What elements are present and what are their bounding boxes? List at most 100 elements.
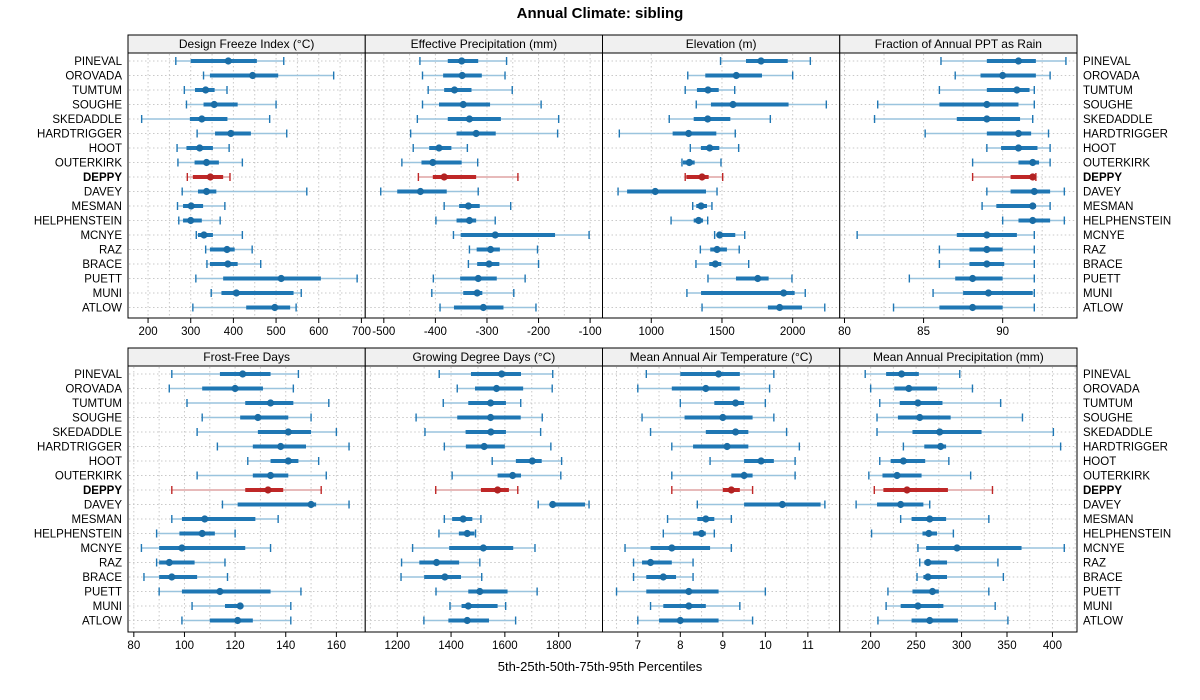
- x-tick-label: 90: [996, 326, 1009, 338]
- percentile-row-puett: [707, 274, 793, 283]
- percentile-row-tumtum: [679, 399, 767, 407]
- percentile-row-hoot: [689, 144, 740, 152]
- percentile-row-hoot: [491, 457, 563, 465]
- percentile-row-davey: [181, 187, 308, 196]
- panel-elevation-m: Elevation (m) 1000 1500 2000: [602, 34, 841, 338]
- site-label-right-skedaddle: SKEDADDLE: [1083, 114, 1153, 126]
- percentile-row-puett: [435, 587, 538, 596]
- site-label-left-puett: PUETT: [84, 587, 122, 599]
- percentile-row-davey: [986, 187, 1066, 196]
- site-label-left-muni: MUNI: [93, 601, 122, 613]
- site-label-left-brace: BRACE: [82, 572, 122, 584]
- percentile-row-outerkirk: [177, 158, 244, 167]
- percentile-row-mcnye: [713, 231, 746, 239]
- site-label-right-deppy: DEPPY: [1083, 485, 1122, 497]
- panel-strip-title: Design Freeze Index (°C): [179, 37, 315, 51]
- panel-mean-annual-precipitation-mm: Mean Annual Precipitation (mm) 200 250 300 3…: [839, 347, 1078, 652]
- percentile-row-orovada: [202, 71, 335, 80]
- percentile-row-mcnye: [624, 544, 733, 552]
- site-label-right-tumtum: TUMTUM: [1083, 85, 1133, 97]
- site-labels-row-1: PINEVAL PINEVAL OROVADA OROVADA TUMTUM TUMTUM…: [34, 369, 1171, 628]
- site-label-right-deppy: DEPPY: [1083, 172, 1122, 184]
- percentile-row-soughe: [695, 100, 828, 109]
- percentile-row-mesman: [443, 202, 512, 210]
- percentile-row-mesman: [443, 515, 482, 523]
- percentile-row-soughe: [876, 413, 1024, 422]
- site-label-right-davey: DAVEY: [1083, 187, 1121, 199]
- percentile-row-skedaddle: [196, 428, 338, 436]
- x-tick-label: 80: [127, 640, 140, 652]
- site-label-right-muni: MUNI: [1083, 601, 1112, 613]
- x-tick-label: 8: [677, 640, 683, 652]
- site-label-left-mcnye: MCNYE: [80, 543, 122, 555]
- percentile-row-atlow: [181, 616, 292, 625]
- panel-x-axis: -500 -400 -300 -200 -100: [372, 318, 602, 338]
- panel-plot-area: [602, 52, 841, 319]
- site-label-right-outerkirk: OUTERKIRK: [1083, 158, 1150, 170]
- site-label-left-atlow: ATLOW: [82, 303, 122, 315]
- percentile-row-davey: [537, 500, 590, 509]
- percentile-row-deppy: [671, 486, 754, 494]
- x-tick-label: 300: [952, 640, 971, 652]
- panel-plot-area: [127, 365, 366, 633]
- panel-x-axis: 1000 1500 2000: [638, 318, 805, 338]
- percentile-row-pineval: [864, 370, 961, 378]
- percentile-row-orovada: [168, 384, 295, 393]
- site-label-left-muni: MUNI: [93, 288, 122, 300]
- x-tick-label: 10: [759, 640, 772, 652]
- percentile-row-raz: [468, 245, 539, 254]
- percentile-row-brace: [143, 573, 229, 581]
- panel-plot-area: [364, 365, 603, 633]
- percentile-row-hoot: [986, 144, 1051, 152]
- x-tick-label: 350: [997, 640, 1016, 652]
- site-label-right-brace: BRACE: [1083, 572, 1123, 584]
- percentile-row-atlow: [701, 303, 826, 312]
- panel-gridlines: [840, 367, 1076, 631]
- site-label-left-outerkirk: OUTERKIRK: [55, 158, 122, 170]
- site-label-left-hoot: HOOT: [89, 143, 122, 155]
- site-label-left-pineval: PINEVAL: [74, 369, 122, 381]
- percentile-row-atlow: [192, 303, 297, 312]
- panel-strip-title: Mean Annual Precipitation (mm): [873, 350, 1044, 364]
- percentile-row-pineval: [175, 57, 285, 65]
- percentile-row-raz: [632, 558, 694, 567]
- percentile-row-brace: [400, 573, 483, 581]
- percentile-row-outerkirk: [681, 158, 722, 167]
- panel-x-axis: 200 300 400 500 600 700: [138, 318, 371, 338]
- site-label-left-puett: PUETT: [84, 274, 122, 286]
- panel-plot-area: [602, 365, 841, 633]
- site-label-left-mesman: MESMAN: [72, 514, 122, 526]
- percentiles-caption: 5th-25th-50th-75th-95th Percentiles: [497, 659, 703, 674]
- percentile-row-muni: [449, 602, 507, 610]
- percentile-row-mcnye: [917, 544, 1065, 552]
- site-label-left-davey: DAVEY: [84, 500, 122, 512]
- x-tick-label: 500: [266, 326, 285, 338]
- percentile-row-mesman: [981, 202, 1051, 210]
- percentile-row-tumtum: [938, 86, 1035, 94]
- site-label-left-skedaddle: SKEDADDLE: [52, 114, 122, 126]
- site-label-right-soughe: SOUGHE: [1083, 413, 1133, 425]
- panel-x-axis: 200 250 300 350 400: [861, 632, 1062, 652]
- panel-x-axis: 80 100 120 140 160: [127, 632, 346, 652]
- site-label-right-atlow: ATLOW: [1083, 303, 1123, 315]
- percentile-row-hardtrigger: [409, 129, 559, 138]
- site-label-right-helphenstein: HELPHENSTEIN: [1083, 529, 1171, 541]
- site-label-right-mesman: MESMAN: [1083, 514, 1133, 526]
- percentile-row-hoot: [176, 144, 230, 152]
- panel-strip-title: Fraction of Annual PPT as Rain: [875, 37, 1042, 51]
- percentile-row-hoot: [247, 457, 320, 465]
- percentile-row-raz: [400, 558, 481, 567]
- percentile-row-puett: [432, 274, 526, 283]
- x-tick-label: 140: [276, 640, 295, 652]
- panel-frost-free-days: Frost-Free Days 80 100 120 140 160: [127, 347, 366, 652]
- x-tick-label: 1600: [492, 640, 518, 652]
- percentile-row-brace: [916, 573, 1005, 581]
- percentile-row-mesman: [171, 515, 279, 523]
- site-label-right-soughe: SOUGHE: [1083, 100, 1133, 112]
- x-tick-label: 120: [226, 640, 245, 652]
- percentile-row-hardtrigger: [216, 442, 350, 451]
- percentile-row-outerkirk: [196, 471, 327, 480]
- percentile-row-davey: [221, 500, 350, 509]
- site-label-right-mcnye: MCNYE: [1083, 543, 1125, 555]
